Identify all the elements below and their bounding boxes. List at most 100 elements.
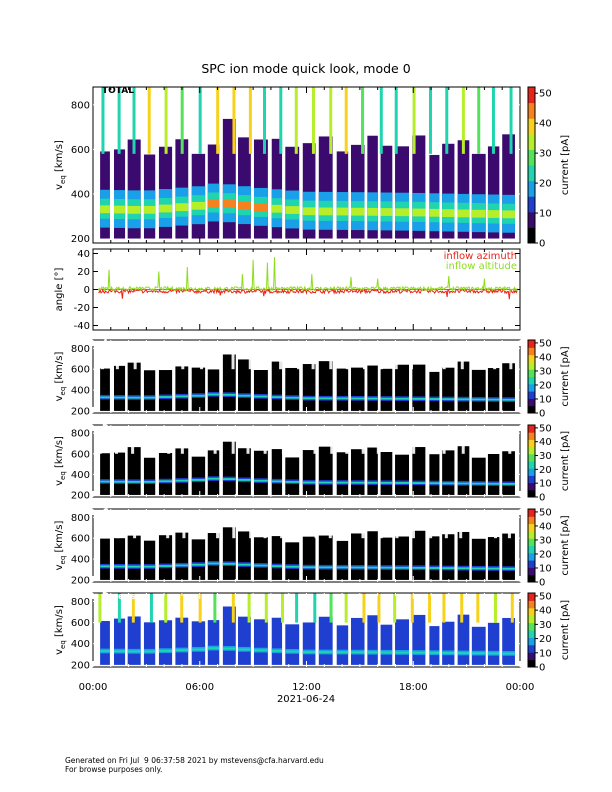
colorbar-cell [528,353,535,356]
colorbar-cell [528,459,535,462]
mode-stripe [247,593,251,623]
colorbar-cell [528,360,535,363]
colorbar-cell [528,616,535,619]
colorbar-cell [528,183,535,187]
colorbar-cell [528,363,535,365]
core-band-peak [412,482,426,484]
mode-stripe [149,593,153,623]
colorbar-cell [528,214,535,218]
colorbar-cell [528,387,535,390]
colorbar-cell [528,426,535,428]
colorbar-cell [528,510,535,512]
colorbar-cell [528,628,535,631]
colorbar-cell [528,350,535,353]
colorbar-cell [528,527,535,529]
colorbar-cell [528,115,535,119]
colorbar-cell [528,464,535,467]
spectrum-block [127,447,141,495]
core-band-peak [336,207,349,216]
colorbar-tick-label: 20 [539,549,552,560]
mode-stripe [344,509,348,539]
colorbar-cell [528,659,535,662]
core-band-peak [175,203,189,212]
colorbar-cell [528,120,535,124]
mode-stripe [329,87,333,154]
core-band-peak [457,652,470,655]
colorbar-cell [528,522,535,525]
colorbar-cell [528,172,535,176]
colorbar-cell [528,492,535,494]
mode-stripe [198,87,202,154]
core-band-peak [271,480,283,483]
core-band-peak [380,208,393,216]
colorbar-cell [528,639,535,642]
colorbar-cell [528,227,535,231]
date-label: 2021-06-24 [277,694,335,705]
colorbar-cell [528,547,535,550]
spectrum-block [336,452,349,495]
colorbar-cell [528,347,535,350]
mode-stripe [100,340,104,370]
mode-stripe [442,425,446,454]
colorbar-cell [528,439,535,442]
colorbar-cell [528,540,535,543]
mode-stripe [280,509,284,539]
spectrum-block [207,450,220,495]
mode-stripe [508,425,512,454]
core-band-peak [302,566,316,569]
colorbar-cell [528,561,535,564]
mode-stripe [412,87,416,154]
panel-label: A sensor [102,339,147,349]
core-band-peak [302,651,316,654]
mode-stripe [427,340,431,370]
colorbar-cell [528,447,535,450]
mode-stripe [476,593,480,623]
spectrum-block [271,449,283,495]
core-band-peak [351,397,365,400]
mode-stripe [459,509,463,539]
x-tick-label: 06:00 [185,682,214,693]
colorbar-cell [528,595,535,598]
colorbar-cell [528,157,535,161]
core-band-peak [429,208,440,217]
colorbar-cell [528,515,535,517]
spectrum-block [285,367,300,411]
spectrum-block [442,367,455,411]
colorbar-cell [528,528,535,531]
colorbar-tick-label: 10 [539,209,552,220]
core-band-peak [114,396,126,399]
colorbar-cell [528,408,535,410]
core-band-peak [412,651,426,654]
y-tick-label: 600 [71,145,90,156]
core-band-peak [395,566,410,569]
colorbar-cell [528,367,535,370]
colorbar-tick-label: 50 [539,591,552,602]
spectrum-block [191,621,206,665]
colorbar-cell [528,509,535,511]
y-tick-label: 200 [71,660,90,671]
colorbar-cell [528,100,535,104]
core-band-peak [367,651,378,654]
spectrum-block [351,367,365,411]
colorbar-cell [528,165,535,169]
core-band-peak [429,567,440,569]
y-tick-label: 40 [77,249,90,260]
mode-stripe [248,87,252,154]
mode-stripe [265,340,269,370]
colorbar-cell [528,92,535,96]
mode-stripe [429,425,433,454]
spectrum-block [471,369,486,411]
spectrum-block [175,448,189,495]
spectrum-block [502,363,515,411]
y-tick-label: -20 [74,303,90,314]
colorbar-cell [528,453,535,456]
spectrum-block [238,616,251,665]
core-band-peak [222,647,236,650]
mode-stripe [216,509,220,539]
mode-stripe [131,425,135,454]
core-band-peak [271,396,283,399]
mode-stripe [213,593,217,623]
colorbar-cell [528,240,535,244]
colorbar-cell [528,660,535,663]
y-axis-label: veq [km/s] [54,521,67,571]
